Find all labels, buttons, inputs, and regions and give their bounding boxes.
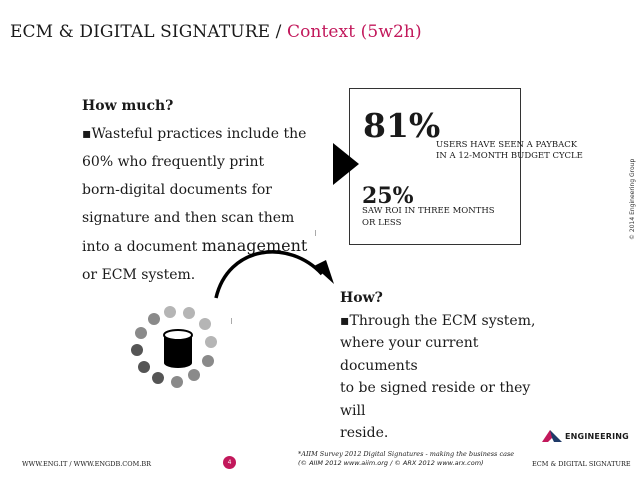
stat-caption-line: IN A 12-MONTH BUDGET CYCLE	[436, 151, 583, 161]
how-line: to be signed reside or they will	[340, 380, 531, 419]
loading-dots-icon	[131, 306, 217, 388]
how-much-heading: How much?	[82, 98, 174, 114]
stat-25-percent: 25%	[362, 183, 414, 209]
page-number: 4	[223, 456, 236, 469]
engineering-logo: ENGINEERING	[542, 428, 629, 444]
how-much-line: or ECM system.	[82, 267, 196, 283]
how-line: ▪Through the ECM system,	[340, 312, 536, 329]
how-heading: How?	[340, 290, 383, 306]
how-much-emphasis: management	[201, 236, 308, 255]
stat-81-caption: USERS HAVE SEEN A PAYBACK IN A 12-MONTH B…	[436, 140, 583, 162]
how-much-line: born-digital documents for	[82, 182, 272, 198]
triangle-right-icon	[333, 143, 359, 185]
copyright-text: © 2014 Engineering Group	[629, 158, 636, 240]
stat-caption-line: USERS HAVE SEEN A PAYBACK	[436, 140, 578, 150]
footer-doc-title: ECM & DIGITAL SIGNATURE	[532, 460, 631, 468]
title-main: ECM & DIGITAL SIGNATURE /	[10, 22, 287, 42]
footer-website: WWW.ENG.IT / WWW.ENGDB.COM.BR	[22, 460, 152, 468]
divider-tick	[315, 230, 316, 236]
how-much-block: How much? ▪Wasteful practices include th…	[82, 92, 312, 289]
curved-arrow-icon	[214, 250, 334, 299]
how-block: How? ▪Through the ECM system, where your…	[340, 287, 555, 445]
engineering-logo-icon	[542, 430, 562, 442]
source-line: (© AIIM 2012 www.aiim.org / © ARX 2012 w…	[298, 458, 484, 467]
how-much-text: into a document	[82, 239, 202, 255]
stat-caption-line: OR LESS	[362, 218, 402, 228]
how-much-line: ▪Wasteful practices include the	[82, 126, 307, 142]
logo-wordmark: ENGINEERING	[565, 431, 629, 441]
stat-81-percent: 81%	[363, 106, 441, 145]
title-context: Context (5w2h)	[286, 22, 422, 42]
how-much-line: into a document management	[82, 232, 312, 261]
how-line: reside.	[340, 425, 389, 441]
how-line: where your current documents	[340, 335, 479, 374]
source-citation: *AIIM Survey 2012 Digital Signatures - m…	[298, 450, 514, 467]
how-much-line: signature and then scan them	[82, 210, 295, 226]
database-cylinder-icon	[163, 329, 193, 368]
source-line: *AIIM Survey 2012 Digital Signatures - m…	[298, 450, 515, 458]
stat-25-caption: SAW ROI IN THREE MONTHS OR LESS	[362, 205, 495, 229]
divider-tick	[231, 318, 232, 324]
slide-title: ECM & DIGITAL SIGNATURE / Context (5w2h)	[10, 22, 422, 42]
how-much-line: 60% who frequently print	[82, 154, 265, 170]
stat-caption-line: SAW ROI IN THREE MONTHS	[362, 206, 495, 216]
